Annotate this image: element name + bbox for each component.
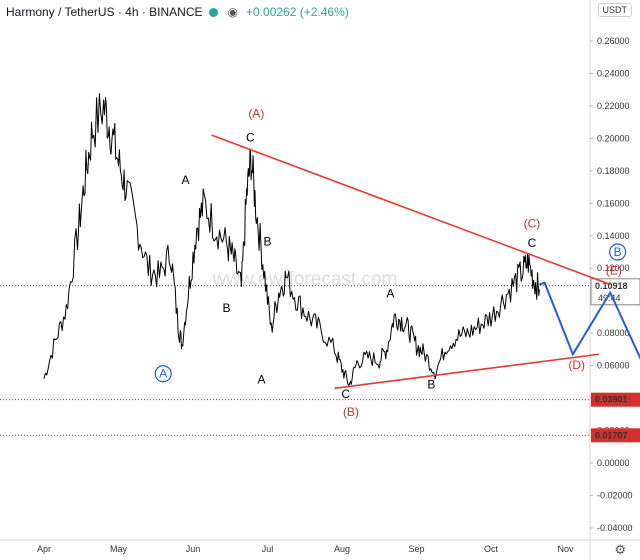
wave-label: B	[263, 235, 271, 249]
lower-triangle-line	[334, 353, 600, 390]
circled-wave-label: B	[614, 245, 622, 259]
wave-label: C	[246, 131, 255, 145]
wave-label: C	[528, 236, 537, 250]
y-tick-label: 0.26000	[597, 36, 630, 46]
y-tick-label: 0.14000	[597, 231, 630, 241]
x-tick-label: Sep	[408, 544, 424, 554]
y-tick-label: 0.12000	[597, 263, 630, 273]
x-tick-label: May	[110, 544, 128, 554]
y-tick-label: -0.02000	[597, 490, 633, 500]
wave-label: B	[223, 301, 231, 315]
current-price-tag	[590, 278, 640, 306]
circled-wave-label: A	[159, 367, 167, 381]
market-status-icon	[208, 7, 218, 17]
currency-button[interactable]: USDT	[597, 3, 632, 17]
symbol-title[interactable]: Harmony / TetherUS · 4h · BINANCE	[6, 5, 203, 19]
gear-icon[interactable]: ⚙	[614, 542, 626, 557]
wave-label: (D)	[568, 358, 585, 372]
y-tick-label: 0.00000	[597, 458, 630, 468]
circled-label-ring	[154, 365, 172, 383]
wave-label: A	[386, 286, 394, 300]
wave-label: (E)	[606, 264, 622, 278]
x-tick-label: Jun	[186, 544, 201, 554]
x-tick-label: Apr	[37, 544, 51, 554]
wave-label: B	[427, 377, 435, 391]
y-tick-label: -0.04000	[597, 523, 633, 533]
level-value: 0.01707	[595, 430, 628, 440]
eye-icon[interactable]: ◉	[227, 5, 238, 19]
x-tick-label: Jul	[262, 544, 274, 554]
wave-label: C	[341, 387, 350, 401]
y-tick-label: 0.22000	[597, 101, 630, 111]
wave-label: A	[182, 173, 190, 187]
y-tick-label: 0.06000	[597, 361, 630, 371]
y-tick-label: 0.08000	[597, 328, 630, 338]
countdown: 49:44	[598, 293, 621, 303]
level-tag	[591, 392, 640, 407]
y-tick-label: 0.16000	[597, 198, 630, 208]
y-tick-label: 0.20000	[597, 133, 630, 143]
price-change: +0.00262 (+2.46%)	[246, 5, 349, 19]
circled-label-ring	[609, 243, 627, 261]
x-tick-label: Aug	[334, 544, 350, 554]
x-tick-label: Oct	[484, 544, 499, 554]
wave-label: A	[258, 372, 266, 386]
y-tick-label: 0.18000	[597, 166, 630, 176]
projection-path	[539, 281, 640, 360]
wave-label: (C)	[524, 217, 541, 231]
watermark: www.ew-forecast.com	[212, 269, 398, 290]
chart-header: Harmony / TetherUS · 4h · BINANCE ◉ +0.0…	[6, 4, 349, 20]
wave-label: (B)	[343, 405, 359, 419]
level-value: 0.03901	[595, 395, 628, 405]
current-price-value: 0.10918	[595, 281, 628, 291]
level-tag	[591, 428, 640, 443]
x-tick-label: Nov	[557, 544, 574, 554]
y-tick-label: 0.24000	[597, 68, 630, 78]
upper-triangle-line	[211, 134, 611, 286]
price-line	[43, 93, 540, 386]
wave-label: (A)	[248, 106, 264, 120]
